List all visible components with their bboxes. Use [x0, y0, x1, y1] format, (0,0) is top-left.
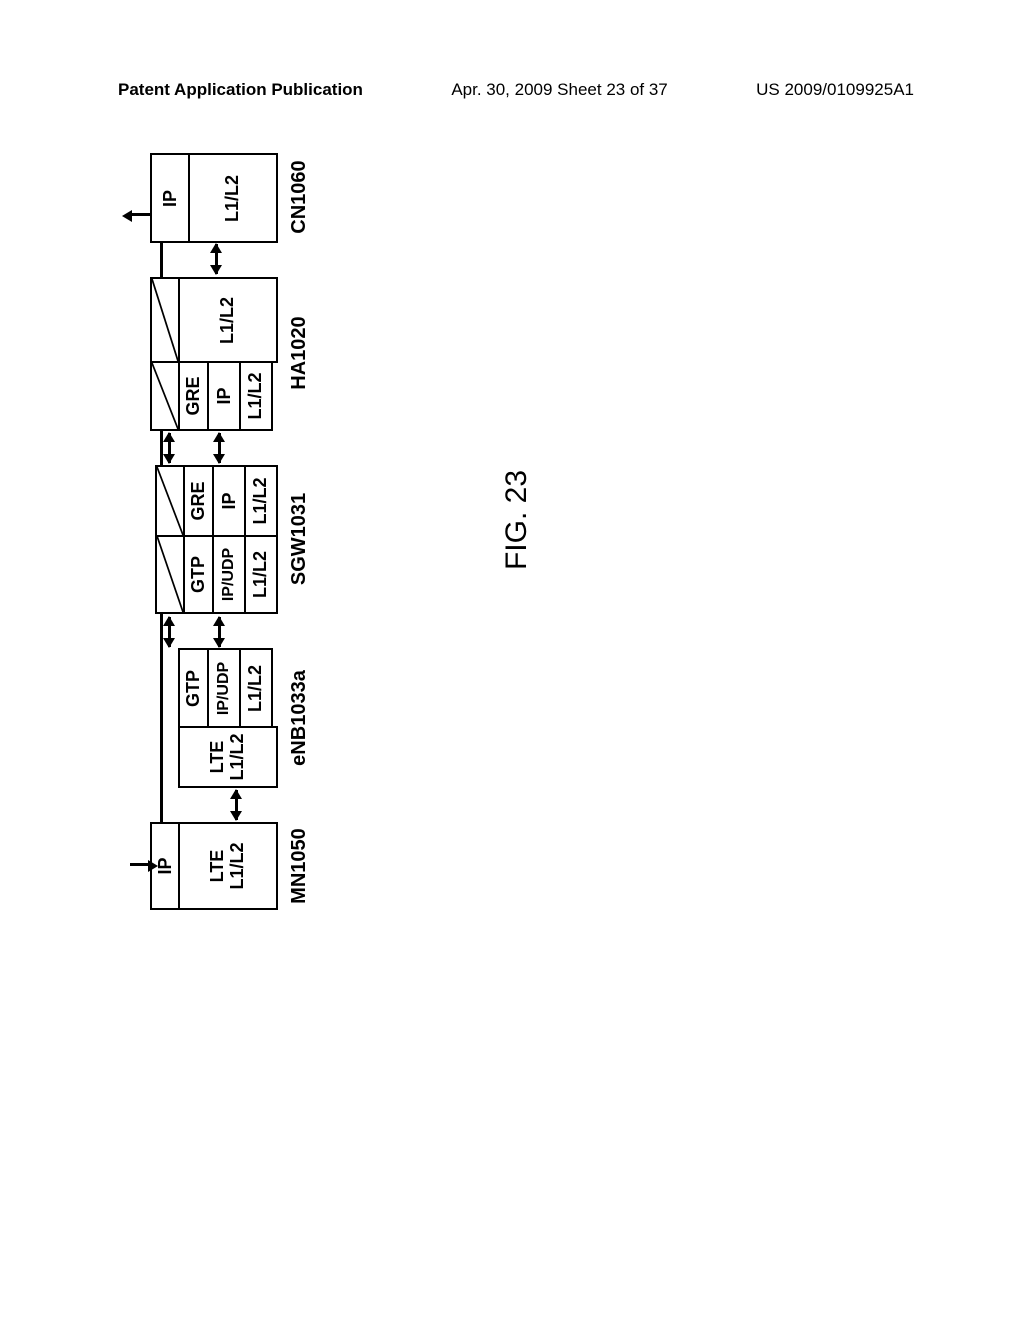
ip-line-drop-mn-arrow: [148, 860, 158, 872]
ha-slash-left: [150, 361, 180, 431]
ip-line-drop-cn-up: [130, 214, 152, 217]
header-publication: Patent Application Publication: [118, 80, 363, 100]
ha-ip-layer: IP: [207, 361, 241, 431]
stack-sgw: GTP IP/UDP L1/L2 GRE IP L1/L2: [155, 465, 278, 615]
enb-gtp-layer: GTP: [178, 649, 210, 729]
sgw-l1l2-left: L1/L2: [244, 535, 278, 615]
arrow-enb-sgw-gtp: [168, 617, 171, 647]
cn-l1l2-layer: L1/L2: [188, 154, 278, 244]
figure-label: FIG. 23: [500, 130, 534, 910]
sgw-slash-right: [155, 465, 185, 537]
label-sgw: SGW1031: [288, 464, 311, 614]
arrow-enb-sgw-ipudp: [218, 617, 221, 647]
stack-ha: GRE IP L1/L2 L1/L2: [150, 278, 278, 432]
sgw-l1l2-right: L1/L2: [244, 465, 278, 537]
arrow-ha-cn-l1l2: [215, 244, 218, 274]
sgw-ipudp-layer: IP/UDP: [212, 535, 246, 615]
label-mn: MN1050: [288, 822, 311, 910]
label-enb: eNB1033a: [288, 648, 311, 788]
sgw-ip-layer: IP: [212, 465, 246, 537]
stack-cn: IP L1/L2: [150, 154, 278, 244]
ha-l1l2-right: L1/L2: [178, 278, 278, 364]
sgw-slash-left: [155, 535, 185, 615]
cn-ip-layer: IP: [150, 154, 190, 244]
mn-lte-text: LTE L1/L2: [208, 843, 248, 890]
sgw-gre-layer: GRE: [183, 465, 215, 537]
arrow-mn-enb-lte: [235, 790, 238, 820]
arrow-sgw-ha-ip: [218, 433, 221, 463]
label-cn: CN1060: [288, 152, 311, 242]
ha-gre-layer: GRE: [178, 361, 210, 431]
diagram-container: IP LTE L1/L2 LTE L1/L2 GTP IP/UDP L1/L2: [120, 130, 620, 910]
header-pub-number: US 2009/0109925A1: [756, 80, 914, 100]
stack-enb: LTE L1/L2 GTP IP/UDP L1/L2: [178, 649, 278, 789]
ha-slash-right: [150, 278, 180, 364]
label-ha: HA1020: [288, 276, 311, 430]
sgw-gtp-layer: GTP: [183, 535, 215, 615]
mn-lte-layer: LTE L1/L2: [178, 822, 278, 910]
ha-l1l2-left: L1/L2: [239, 361, 273, 431]
stack-mn: IP LTE L1/L2: [150, 822, 278, 910]
enb-l1l2-layer: L1/L2: [239, 649, 273, 729]
arrow-sgw-ha-gre: [168, 433, 171, 463]
header-date-sheet: Apr. 30, 2009 Sheet 23 of 37: [451, 80, 667, 100]
enb-lte-layer: LTE L1/L2: [178, 726, 278, 788]
enb-ipudp-layer: IP/UDP: [207, 649, 241, 729]
ip-line-drop-cn-arrow: [122, 210, 132, 222]
enb-lte-text: LTE L1/L2: [208, 734, 248, 781]
